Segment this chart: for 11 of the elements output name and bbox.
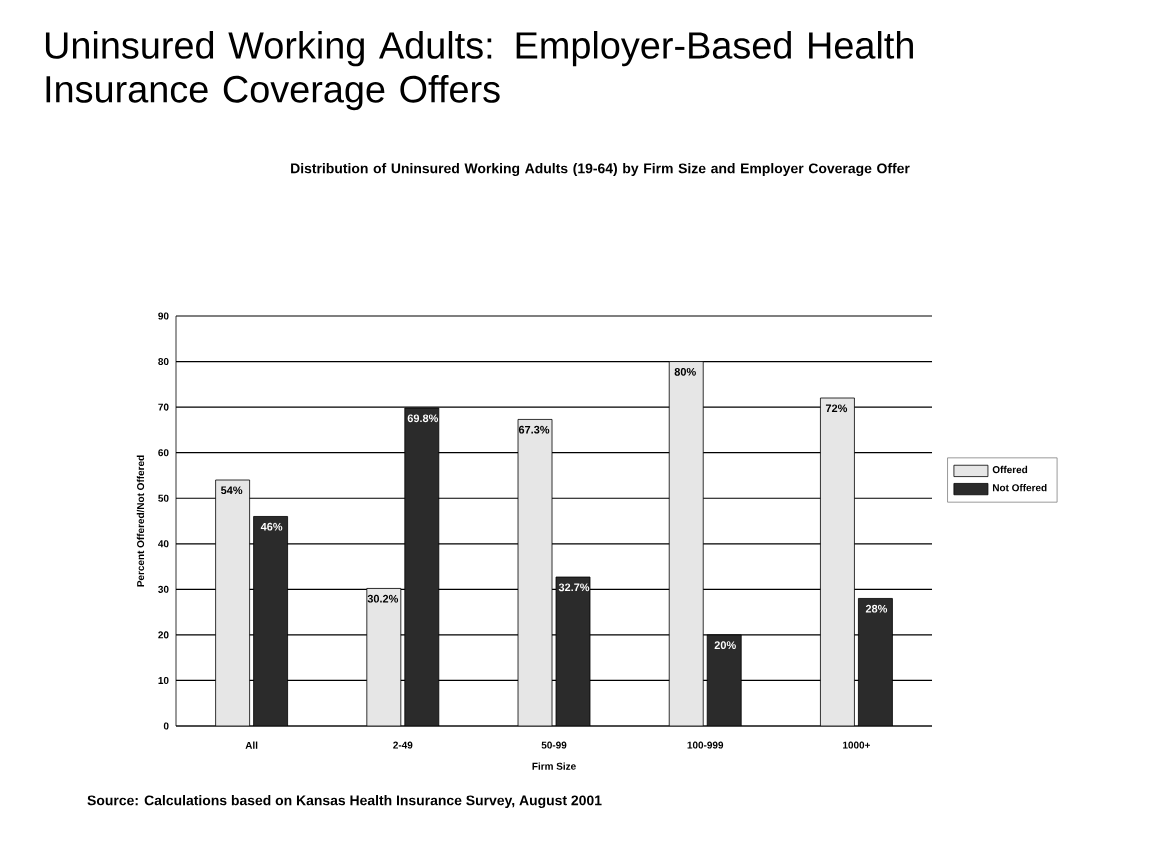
bar <box>404 407 440 726</box>
bar <box>215 479 251 726</box>
bar <box>706 634 742 726</box>
bar <box>555 576 591 726</box>
bar <box>517 419 553 726</box>
chart-title: Uninsured Working Adults: Employer-Based Health Insurance Coverage Offers <box>45 31 913 111</box>
bar <box>820 397 855 726</box>
bar <box>858 598 893 726</box>
bar <box>253 516 288 726</box>
bar <box>366 588 402 726</box>
bar <box>668 361 704 726</box>
